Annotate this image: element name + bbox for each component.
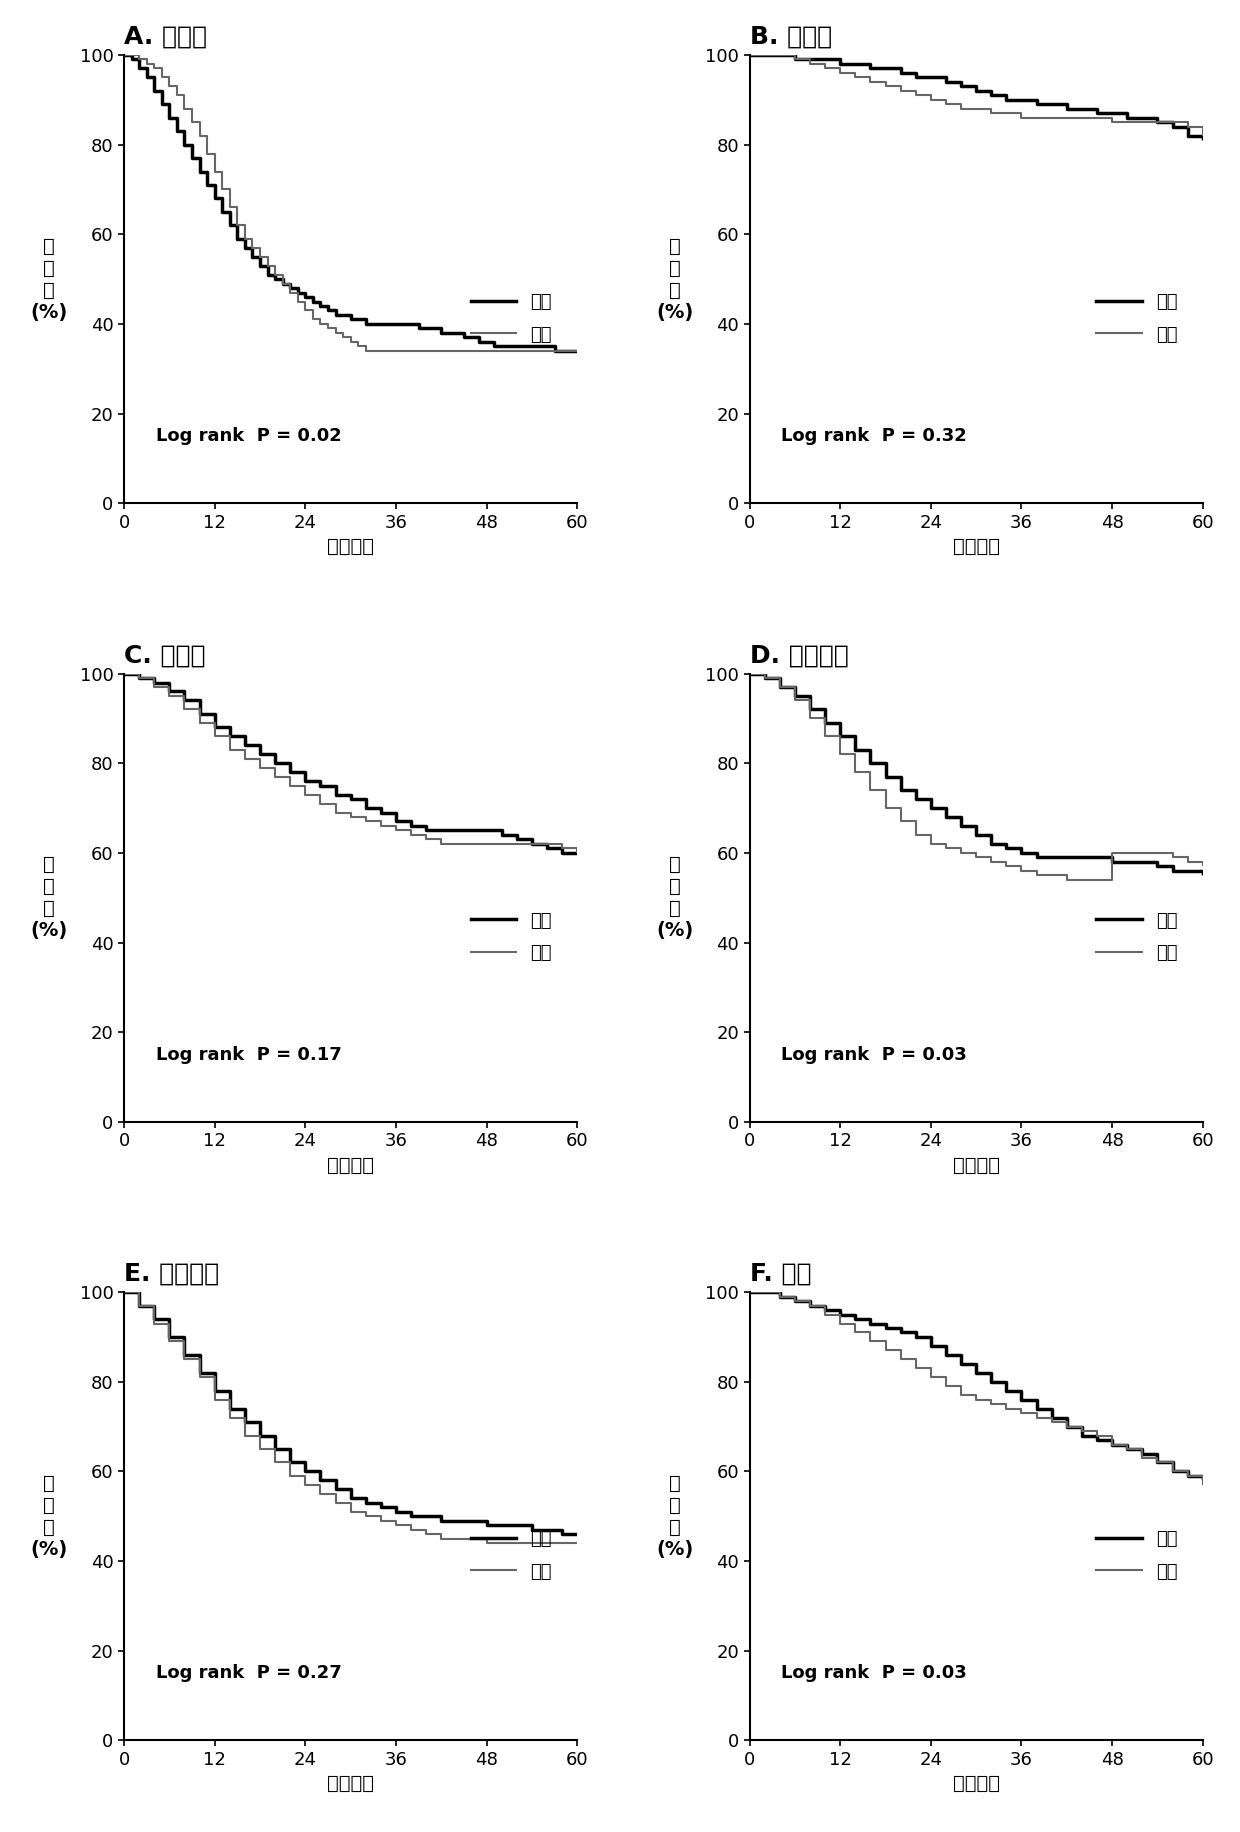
- X-axis label: 生存时间: 生存时间: [327, 1775, 374, 1794]
- Text: B. 乳腺癌: B. 乳腺癌: [749, 26, 832, 49]
- Text: E. 头颈鳞癌: E. 头颈鳞癌: [124, 1262, 219, 1286]
- Text: Log rank  P = 0.32: Log rank P = 0.32: [781, 427, 967, 445]
- Text: Log rank  P = 0.17: Log rank P = 0.17: [156, 1046, 341, 1064]
- Text: Log rank  P = 0.27: Log rank P = 0.27: [156, 1663, 341, 1682]
- Y-axis label: 总
生
存
(%): 总 生 存 (%): [656, 1473, 693, 1559]
- Text: Log rank  P = 0.03: Log rank P = 0.03: [781, 1663, 967, 1682]
- X-axis label: 生存时间: 生存时间: [952, 1775, 999, 1794]
- Y-axis label: 总
生
存
(%): 总 生 存 (%): [31, 1473, 68, 1559]
- Y-axis label: 总
生
存
(%): 总 生 存 (%): [656, 856, 693, 940]
- Text: F. 肾癌: F. 肾癌: [749, 1262, 811, 1286]
- Text: Log rank  P = 0.02: Log rank P = 0.02: [156, 427, 341, 445]
- Legend: 低组, 高组: 低组, 高组: [464, 905, 559, 969]
- Legend: 低组, 高组: 低组, 高组: [464, 1522, 559, 1588]
- Text: C. 宫颈癌: C. 宫颈癌: [124, 643, 206, 667]
- Text: Log rank  P = 0.03: Log rank P = 0.03: [781, 1046, 967, 1064]
- X-axis label: 生存时间: 生存时间: [952, 537, 999, 557]
- Text: D. 结直肠癌: D. 结直肠癌: [749, 643, 848, 667]
- Legend: 低组, 高组: 低组, 高组: [1089, 286, 1184, 350]
- Y-axis label: 总
生
存
(%): 总 生 存 (%): [656, 236, 693, 322]
- X-axis label: 生存时间: 生存时间: [952, 1156, 999, 1174]
- Legend: 低组, 高组: 低组, 高组: [464, 286, 559, 350]
- Y-axis label: 总
生
存
(%): 总 生 存 (%): [31, 856, 68, 940]
- X-axis label: 生存时间: 生存时间: [327, 537, 374, 557]
- X-axis label: 生存时间: 生存时间: [327, 1156, 374, 1174]
- Legend: 低组, 高组: 低组, 高组: [1089, 905, 1184, 969]
- Y-axis label: 总
生
存
(%): 总 生 存 (%): [31, 236, 68, 322]
- Text: A. 膀胱癌: A. 膀胱癌: [124, 26, 207, 49]
- Legend: 低组, 高组: 低组, 高组: [1089, 1522, 1184, 1588]
